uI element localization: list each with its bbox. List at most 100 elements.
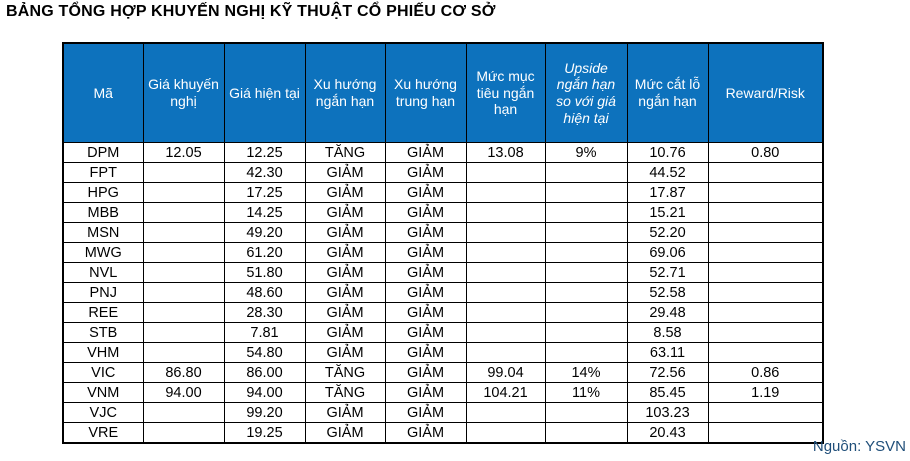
table-cell: 1.19: [707, 382, 824, 403]
table-cell: [544, 242, 628, 263]
source-note: Nguồn: YSVN: [812, 438, 906, 455]
col-header-mid-term-trend: Xu hướng trung hạn: [384, 42, 467, 143]
table-cell: [707, 162, 824, 183]
table-cell: 52.58: [626, 282, 709, 303]
table-cell: [465, 162, 546, 183]
table-cell: 29.48: [626, 302, 709, 323]
table-cell: MSN: [62, 222, 144, 243]
table-cell: 48.60: [223, 282, 306, 303]
table-row: VRE 19.25 GIẢM GIẢM 20.43: [62, 422, 824, 444]
table-cell: [707, 202, 824, 223]
table-cell: 0.80: [707, 142, 824, 163]
table-cell: GIẢM: [384, 222, 467, 243]
table-cell: 99.04: [465, 362, 546, 383]
table-cell: GIẢM: [304, 162, 386, 183]
table-row: VJC 99.20 GIẢM GIẢM 103.23: [62, 402, 824, 423]
table-cell: [142, 182, 225, 203]
table-cell: [544, 222, 628, 243]
table-cell: GIẢM: [304, 282, 386, 303]
table-cell: [465, 422, 546, 444]
table-cell: GIẢM: [384, 422, 467, 444]
table-cell: VJC: [62, 402, 144, 423]
table-cell: 13.08: [465, 142, 546, 163]
table-row: VNM 94.00 94.00 TĂNG GIẢM 104.21 11% 85.45 1.19: [62, 382, 824, 403]
table-cell: GIẢM: [384, 402, 467, 423]
table-cell: [142, 402, 225, 423]
table-cell: [544, 342, 628, 363]
table-cell: TĂNG: [304, 142, 386, 163]
table-cell: GIẢM: [384, 362, 467, 383]
table-cell: 103.23: [626, 402, 709, 423]
table-cell: REE: [62, 302, 144, 323]
table-cell: FPT: [62, 162, 144, 183]
table-cell: [142, 162, 225, 183]
table-cell: [465, 402, 546, 423]
table-cell: VHM: [62, 342, 144, 363]
table-cell: [142, 202, 225, 223]
col-header-ticker: Mã: [62, 42, 144, 143]
page-title: BẢNG TỔNG HỢP KHUYẾN NGHỊ KỸ THUẬT CỔ PH…: [6, 3, 496, 20]
table-row: NVL 51.80 GIẢM GIẢM 52.71: [62, 262, 824, 283]
table-cell: [465, 282, 546, 303]
table-cell: [142, 322, 225, 343]
table-cell: HPG: [62, 182, 144, 203]
table-row: DPM 12.05 12.25 TĂNG GIẢM 13.08 9% 10.76 0.80: [62, 142, 824, 163]
table-cell: [142, 422, 225, 444]
table-cell: GIẢM: [384, 302, 467, 323]
table-cell: MBB: [62, 202, 144, 223]
table-row: VHM 54.80 GIẢM GIẢM 63.11: [62, 342, 824, 363]
table-cell: 12.05: [142, 142, 225, 163]
table-row: MSN 49.20 GIẢM GIẢM 52.20: [62, 222, 824, 243]
table-cell: GIẢM: [304, 302, 386, 323]
table-cell: [142, 242, 225, 263]
table-cell: NVL: [62, 262, 144, 283]
table-cell: 54.80: [223, 342, 306, 363]
table-cell: [465, 182, 546, 203]
table-cell: GIẢM: [384, 262, 467, 283]
table-cell: 52.20: [626, 222, 709, 243]
table-cell: DPM: [62, 142, 144, 163]
table-cell: 85.45: [626, 382, 709, 403]
table-cell: GIẢM: [304, 202, 386, 223]
table-row: REE 28.30 GIẢM GIẢM 29.48: [62, 302, 824, 323]
table-cell: [707, 302, 824, 323]
table-cell: [544, 302, 628, 323]
table-cell: 12.25: [223, 142, 306, 163]
table-cell: [544, 182, 628, 203]
table-cell: GIẢM: [304, 182, 386, 203]
table-cell: 0.86: [707, 362, 824, 383]
table-cell: 10.76: [626, 142, 709, 163]
table-cell: 19.25: [223, 422, 306, 444]
table-cell: 14%: [544, 362, 628, 383]
table-cell: STB: [62, 322, 144, 343]
table-cell: [544, 402, 628, 423]
table-cell: VRE: [62, 422, 144, 444]
table-cell: 14.25: [223, 202, 306, 223]
table-cell: 72.56: [626, 362, 709, 383]
col-header-recommended-price: Giá khuyến nghị: [142, 42, 225, 143]
table-cell: [707, 322, 824, 343]
table-cell: GIẢM: [384, 162, 467, 183]
table-cell: [465, 262, 546, 283]
col-header-stop-loss: Mức cắt lỗ ngắn hạn: [626, 42, 709, 143]
table-cell: 15.21: [626, 202, 709, 223]
table-cell: VIC: [62, 362, 144, 383]
table-cell: [142, 302, 225, 323]
table-cell: [707, 242, 824, 263]
table-cell: GIẢM: [304, 342, 386, 363]
table-cell: GIẢM: [384, 202, 467, 223]
table-cell: GIẢM: [384, 242, 467, 263]
table-cell: GIẢM: [384, 342, 467, 363]
table-cell: GIẢM: [384, 182, 467, 203]
table-cell: [544, 262, 628, 283]
table-cell: [707, 282, 824, 303]
table-cell: 69.06: [626, 242, 709, 263]
table-cell: [465, 202, 546, 223]
table-cell: 9%: [544, 142, 628, 163]
table-cell: GIẢM: [384, 382, 467, 403]
table-cell: [142, 282, 225, 303]
table-cell: [465, 322, 546, 343]
table-cell: [465, 222, 546, 243]
table-row: STB 7.81 GIẢM GIẢM 8.58: [62, 322, 824, 343]
